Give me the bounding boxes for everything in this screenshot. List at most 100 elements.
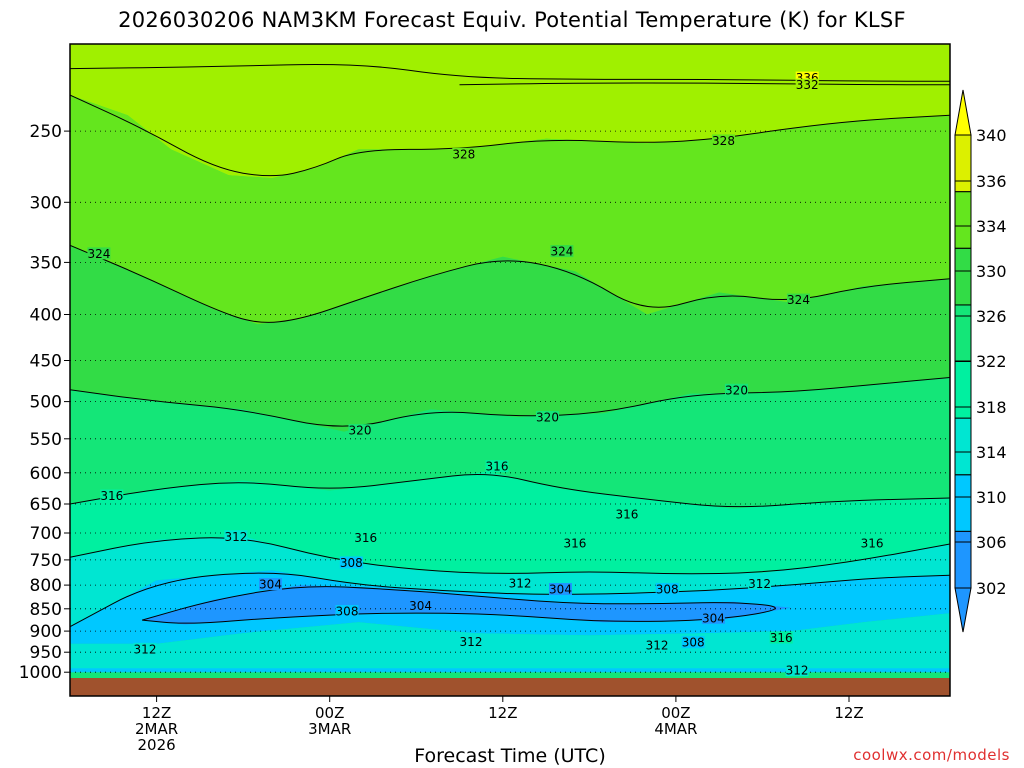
colorbar-swatch [954,134,972,193]
contour-label: 312 [646,639,669,653]
contour-label-bg [787,293,810,306]
x-tick-label: 12Z [142,704,171,722]
contour-label: 304 [259,578,282,592]
contour-label-bg [354,531,378,544]
contour-label: 328 [712,134,735,148]
colorbar-label: 318 [976,398,1007,417]
contour-label-bg [725,383,748,396]
contour-label-bg [701,611,725,624]
contour-label-bg [508,577,532,590]
contour-label-bg [712,134,735,147]
y-tick-label: 400 [30,306,62,326]
contour-label: 316 [615,508,638,522]
colorbar-swatch [954,417,972,476]
x-tick-label: 12Z [834,704,863,722]
contour-label: 332 [796,78,819,92]
contour-label-bg [645,639,669,652]
colorbar-label: 322 [976,352,1007,371]
fill-band-318 [70,377,950,509]
contour-label-bg [409,599,433,612]
fill-band-330 [70,44,950,179]
contour-label: 312 [224,530,247,544]
colorbar-label: 336 [976,172,1007,191]
plot-frame [69,43,951,697]
y-tick-label: 500 [30,393,62,413]
contour-label-bg [100,489,124,502]
contour-label: 312 [134,642,157,656]
contour-label-bg [133,642,157,655]
contour-label: 308 [336,605,359,619]
contour-label: 316 [100,489,123,503]
fill-band-326 [70,95,950,325]
chart-title: 2026030206 NAM3KM Forecast Equiv. Potent… [118,8,906,32]
contour-label-bg [459,635,483,648]
contour-label-bg [485,460,509,473]
chart-contour-layer [70,64,950,628]
y-tick-label: 350 [30,253,62,273]
contour-label-bg [795,78,819,91]
contour-label: 304 [409,599,432,613]
contour-label: 324 [550,245,573,259]
contour-label: 316 [861,536,884,550]
contour-label: 304 [549,583,572,597]
y-tick-label: 850 [30,600,62,620]
contour-label-bg [860,536,884,549]
contour-label-bg [563,536,587,549]
colorbar: 302 306 310 314 318 322 326 330 334 336 340 [954,89,1007,633]
contour-line-336 [459,82,950,86]
fill-band-302 [142,585,792,625]
x-tick-label: 12Z [488,704,517,722]
colorbar-lower-arrow [954,587,972,633]
contour-label-bg [681,636,705,649]
contour-label: 308 [682,636,705,650]
colorbar-upper-arrow [954,89,972,136]
fill-band-310 [70,613,950,673]
x-tick-label: 00Z [661,704,690,722]
colorbar-label: 306 [976,533,1007,552]
contour-line-332 [70,64,950,82]
colorbar-label: 330 [976,262,1007,281]
contour-label-bg [224,530,248,543]
y-tick-label: 950 [30,643,62,663]
contour-label-bg [748,577,772,590]
x-axis-title: Forecast Time (UTC) [414,745,606,767]
y-tick-label: 300 [30,193,62,213]
contour-label: 308 [656,583,679,597]
x-tick-label: 2026 [138,736,176,754]
contour-label-bg [785,664,809,677]
contour-label: 328 [452,147,475,161]
colorbar-label: 326 [976,307,1007,326]
fill-band-306 [70,668,950,673]
y-tick-label: 750 [30,551,62,571]
x-tick-label: 4MAR [654,720,697,738]
contour-label-bg [615,508,639,521]
contour-label-bg [348,424,372,437]
terrain-bar [70,678,950,696]
contour-line-312 [70,537,950,575]
contour-label: 320 [349,424,372,438]
colorbar-swatch [954,191,972,249]
colorbar-label: 334 [976,217,1007,236]
contour-line-320 [70,377,950,427]
contour-line-324 [70,244,950,323]
contour-label-bg [769,631,793,644]
y-tick-label: 600 [30,464,62,484]
contour-label-bg [339,556,363,569]
contour-label: 316 [563,536,586,550]
contour-label-bg [259,578,282,591]
y-tick-label: 650 [30,495,62,515]
contour-label-bg [550,245,574,258]
contour-line-308 [70,572,950,628]
contour-label: 320 [725,383,748,397]
contour-label: 304 [702,611,725,625]
colorbar-swatch [954,247,972,306]
colorbar-label: 340 [976,126,1007,145]
credit-label: coolwx.com/models [853,746,1010,764]
contour-label: 312 [748,577,771,591]
x-tick-label: 3MAR [308,720,351,738]
contour-label: 320 [536,411,559,425]
contour-label-bg [87,247,111,260]
contour-label-bg [452,147,476,160]
